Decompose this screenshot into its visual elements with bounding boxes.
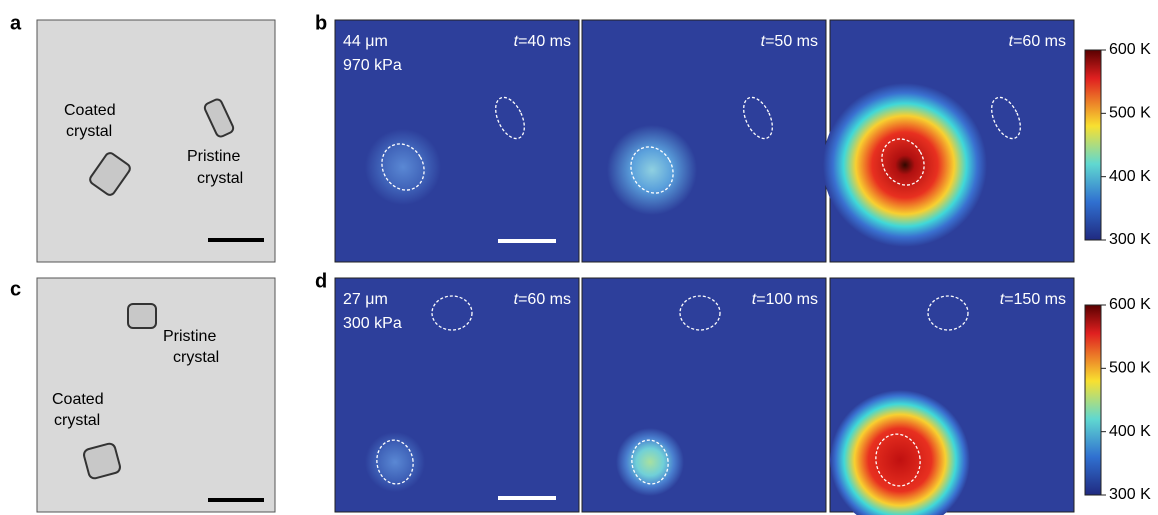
pressure-label: 300 kPa — [343, 315, 402, 332]
panel-label: b — [315, 12, 327, 34]
colorbar-label: 400 K — [1109, 168, 1151, 185]
time-value: =100 ms — [756, 291, 818, 308]
colorbar — [1085, 50, 1101, 240]
micrograph — [37, 20, 275, 262]
hot-spot — [365, 129, 441, 205]
panel-label: a — [10, 12, 22, 34]
size-label: 44 μm — [343, 33, 388, 50]
time-label: t=50 ms — [761, 33, 818, 50]
hot-spot — [365, 432, 425, 492]
figure: a c Coated crystal Pristine crystal Pristine cr… — [0, 0, 1158, 515]
time-value: =40 ms — [518, 33, 571, 50]
hot-spot — [607, 125, 697, 215]
hot-spot — [823, 83, 987, 247]
annotation: Coated — [64, 102, 116, 119]
colorbar-label: 300 K — [1109, 486, 1151, 503]
time-label: t=60 ms — [1009, 33, 1066, 50]
hot-spot — [616, 428, 684, 496]
annotation: Coated — [52, 391, 104, 408]
time-label: t=150 ms — [1000, 291, 1066, 308]
time-label: t=40 ms — [514, 33, 571, 50]
colorbar — [1085, 305, 1101, 495]
colorbar-label: 600 K — [1109, 41, 1151, 58]
panel-label: c — [10, 278, 21, 300]
time-label: t=60 ms — [514, 291, 571, 308]
size-label: 27 μm — [343, 291, 388, 308]
time-value: =150 ms — [1004, 291, 1066, 308]
colorbar-label: 600 K — [1109, 296, 1151, 313]
time-value: =60 ms — [518, 291, 571, 308]
annotation: Pristine — [187, 148, 240, 165]
pressure-label: 970 kPa — [343, 57, 402, 74]
thermal-image — [582, 278, 826, 512]
colorbar-label: 400 K — [1109, 423, 1151, 440]
crystal — [128, 304, 156, 328]
time-label: t=100 ms — [752, 291, 818, 308]
annotation: crystal — [173, 349, 219, 366]
colorbar-label: 300 K — [1109, 231, 1151, 248]
annotation: Pristine — [163, 328, 216, 345]
time-value: =60 ms — [1013, 33, 1066, 50]
time-value: =50 ms — [765, 33, 818, 50]
annotation: crystal — [197, 170, 243, 187]
colorbar-label: 500 K — [1109, 360, 1151, 377]
annotation: crystal — [66, 123, 112, 140]
panel-label: d — [315, 270, 327, 292]
colorbar-label: 500 K — [1109, 105, 1151, 122]
annotation: crystal — [54, 412, 100, 429]
